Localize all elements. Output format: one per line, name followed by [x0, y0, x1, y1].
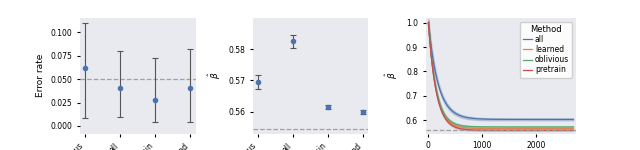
all — [510, 118, 518, 120]
all — [556, 118, 564, 120]
pretrain — [570, 129, 577, 131]
learned — [510, 128, 518, 130]
learned — [511, 128, 518, 130]
pretrain — [513, 129, 521, 131]
learned — [570, 128, 577, 130]
Y-axis label: Error rate: Error rate — [36, 54, 45, 98]
learned — [425, 28, 433, 30]
all — [424, 22, 432, 24]
pretrain — [425, 28, 433, 30]
all — [570, 118, 577, 120]
oblivious — [511, 126, 518, 128]
Line: pretrain: pretrain — [428, 23, 573, 130]
learned — [547, 128, 554, 130]
pretrain — [510, 129, 518, 131]
oblivious — [556, 126, 564, 128]
learned — [424, 22, 432, 24]
all — [513, 118, 521, 120]
Y-axis label: $\hat{\beta}$: $\hat{\beta}$ — [206, 72, 223, 80]
Line: learned: learned — [428, 23, 573, 129]
oblivious — [513, 126, 521, 128]
Line: oblivious: oblivious — [428, 23, 573, 127]
oblivious — [547, 126, 554, 128]
all — [425, 27, 433, 28]
pretrain — [424, 22, 432, 24]
oblivious — [510, 126, 518, 128]
Legend: all, learned, oblivious, pretrain: all, learned, oblivious, pretrain — [520, 22, 572, 78]
learned — [556, 128, 564, 130]
all — [547, 118, 554, 120]
pretrain — [556, 129, 564, 131]
learned — [513, 128, 521, 130]
Y-axis label: $\hat{\beta}$: $\hat{\beta}$ — [384, 72, 401, 80]
oblivious — [570, 126, 577, 128]
pretrain — [511, 129, 518, 131]
pretrain — [547, 129, 554, 131]
all — [511, 118, 518, 120]
Line: all: all — [428, 23, 573, 119]
oblivious — [425, 28, 433, 30]
oblivious — [424, 22, 432, 24]
